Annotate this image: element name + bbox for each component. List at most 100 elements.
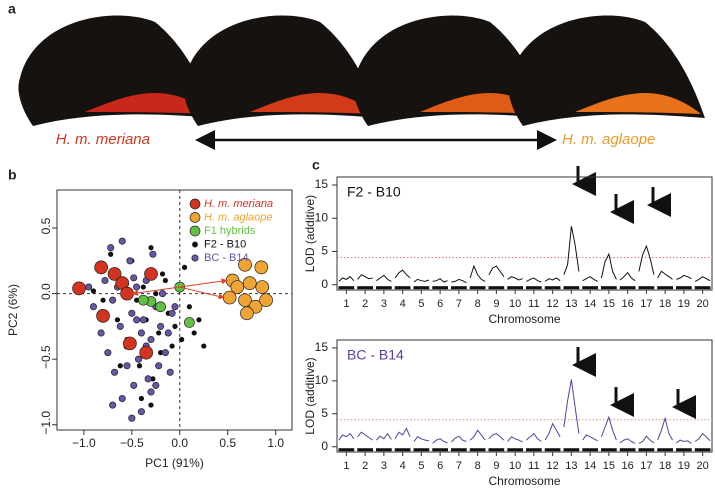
lod-line: [451, 435, 467, 443]
point: [166, 368, 174, 376]
lod-line: [526, 432, 542, 442]
point: [159, 271, 166, 277]
point: [153, 291, 159, 297]
point: [137, 408, 145, 416]
x-tick-label: 6: [437, 298, 443, 310]
lod-line: [619, 271, 636, 282]
lod-line: [432, 438, 448, 444]
arrow: [179, 286, 225, 300]
x-tick-label: 1: [343, 460, 349, 472]
x-tick-label: −1.0: [72, 436, 96, 450]
panel-label: c: [312, 157, 320, 173]
legend-marker: [189, 212, 201, 223]
lod-line: [694, 276, 711, 282]
point: [139, 316, 147, 324]
lod-line: [638, 435, 655, 444]
y-tick-label: 15: [315, 177, 329, 191]
x-axis-label: Chromosome: [488, 474, 560, 488]
x-tick-label: 12: [547, 298, 559, 310]
legend-label: BC - B14: [204, 252, 249, 264]
point: [107, 244, 115, 252]
x-tick-label: 18: [659, 460, 671, 472]
point: [157, 322, 165, 330]
point: [130, 274, 138, 282]
point: [179, 336, 185, 343]
wing-band: [85, 93, 211, 114]
x-tick-label: 6: [437, 460, 443, 472]
point: [109, 401, 117, 409]
x-tick-label: 11: [528, 298, 539, 310]
x-tick-label: 7: [456, 460, 462, 472]
lod-line: [357, 431, 373, 441]
point: [134, 297, 140, 303]
y-tick-label: 5: [321, 406, 328, 420]
lod-line: [526, 277, 542, 283]
legend-marker: [189, 198, 201, 210]
point: [118, 394, 126, 403]
lod-line: [600, 415, 617, 441]
point: [108, 251, 114, 257]
point: [148, 402, 154, 408]
point: [157, 350, 164, 356]
panel-label: b: [8, 167, 17, 183]
point: [140, 284, 146, 290]
point: [147, 335, 155, 344]
x-tick-label: 15: [603, 298, 615, 310]
x-tick-label: 4: [400, 460, 406, 472]
point: [164, 329, 172, 337]
point: [144, 267, 158, 281]
point: [259, 293, 273, 308]
point: [152, 381, 160, 389]
x-axis-label: Chromosome: [488, 312, 560, 326]
legend-marker: [192, 241, 198, 248]
panel-title: BC - B14: [347, 347, 404, 363]
arrow: [132, 286, 180, 296]
point: [150, 376, 156, 382]
lod-line: [432, 278, 448, 283]
y-tick-label: −1.0: [39, 411, 53, 435]
x-tick-label: 12: [547, 460, 559, 472]
point: [147, 388, 155, 396]
y-tick-label: 10: [315, 373, 329, 387]
lod-line: [694, 432, 711, 442]
legend-label: H. m. aglaope: [204, 211, 272, 223]
point: [120, 286, 134, 301]
wing-band: [250, 93, 376, 114]
x-tick-label: 20: [697, 298, 709, 310]
y-tick-label: 10: [315, 210, 329, 224]
x-tick-label: 9: [493, 460, 499, 472]
x-tick-label: 0.5: [219, 436, 236, 450]
x-tick-label: 14: [584, 460, 596, 472]
point: [133, 283, 141, 291]
lod-line: [657, 270, 673, 280]
lod-line: [469, 264, 486, 282]
point: [128, 309, 136, 317]
lod-line: [619, 438, 636, 444]
point: [117, 363, 123, 369]
y-axis-label: LOD (additive): [303, 195, 317, 272]
panel-label: a: [8, 1, 16, 17]
y-tick-label: −0.5: [39, 345, 53, 369]
legend-marker: [191, 254, 199, 262]
x-tick-label: 1.0: [267, 436, 284, 450]
wing-band: [575, 93, 701, 114]
point: [96, 309, 110, 323]
x-tick-label: 19: [678, 460, 690, 472]
point: [104, 349, 112, 357]
point: [184, 317, 195, 328]
point: [196, 317, 202, 323]
lod-line: [507, 276, 523, 281]
y-tick-label: 0.5: [39, 217, 53, 234]
lod-line: [657, 416, 674, 441]
lod-line: [676, 439, 692, 444]
point: [134, 355, 143, 363]
point: [97, 329, 105, 337]
lod-line: [394, 427, 411, 440]
lod-line: [451, 278, 467, 284]
point: [169, 343, 175, 349]
y-tick-label: 5: [321, 244, 328, 258]
wing-label: H. m. aglaope: [562, 131, 655, 148]
x-tick-label: 1: [343, 298, 349, 310]
lod-line: [563, 226, 580, 275]
